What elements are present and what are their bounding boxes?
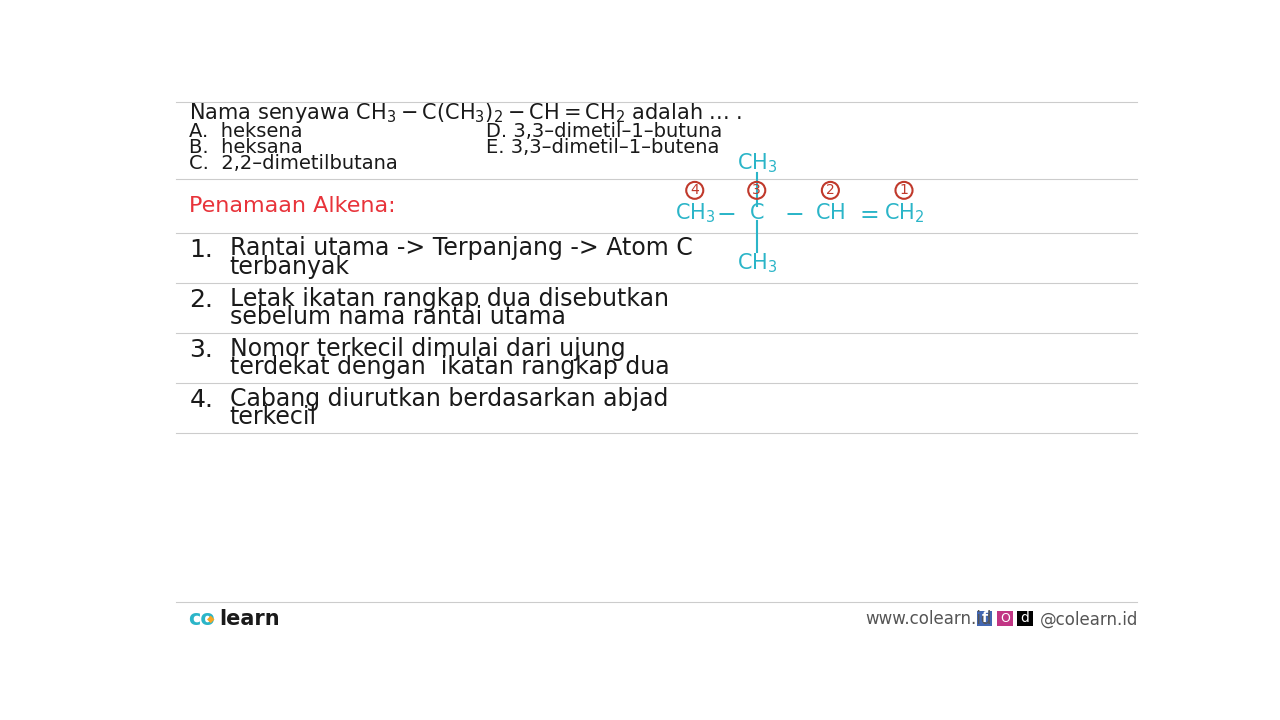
Text: 1.: 1. [189, 238, 214, 262]
Text: E. 3,3–dimetil–1–butena: E. 3,3–dimetil–1–butena [485, 138, 719, 157]
Text: C.  2,2–dimetilbutana: C. 2,2–dimetilbutana [189, 154, 398, 173]
Text: $\mathrm{CH_3}$: $\mathrm{CH_3}$ [736, 152, 777, 175]
Text: $\mathrm{C}$: $\mathrm{C}$ [749, 204, 764, 223]
Text: co: co [188, 609, 215, 629]
Text: Cabang diurutkan berdasarkan abjad: Cabang diurutkan berdasarkan abjad [229, 387, 668, 410]
Text: f: f [982, 611, 988, 626]
Text: $\mathrm{CH_3}$: $\mathrm{CH_3}$ [736, 252, 777, 275]
Text: Nomor terkecil dimulai dari ujung: Nomor terkecil dimulai dari ujung [229, 336, 626, 361]
Text: A.  heksena: A. heksena [189, 122, 303, 141]
Text: terkecil: terkecil [229, 405, 317, 429]
FancyBboxPatch shape [977, 611, 992, 626]
Text: ◆: ◆ [206, 614, 214, 624]
Text: 2.: 2. [189, 288, 214, 312]
Text: www.colearn.id: www.colearn.id [865, 611, 992, 629]
Text: Rantai utama -> Terpanjang -> Atom C: Rantai utama -> Terpanjang -> Atom C [229, 236, 692, 261]
Text: $\mathrm{CH_2}$: $\mathrm{CH_2}$ [883, 202, 924, 225]
Text: $\mathrm{CH_3}$: $\mathrm{CH_3}$ [675, 202, 716, 225]
Text: O: O [1000, 612, 1010, 625]
Text: d: d [1020, 611, 1029, 626]
Text: $-$: $-$ [716, 202, 736, 225]
Text: @colearn.id: @colearn.id [1039, 611, 1138, 629]
Text: 1: 1 [900, 184, 909, 197]
FancyBboxPatch shape [1018, 611, 1033, 626]
Text: terdekat dengan  ikatan rangkap dua: terdekat dengan ikatan rangkap dua [229, 355, 669, 379]
Text: Penamaan Alkena:: Penamaan Alkena: [189, 196, 396, 216]
Text: learn: learn [219, 609, 279, 629]
Text: Letak ikatan rangkap dua disebutkan: Letak ikatan rangkap dua disebutkan [229, 287, 668, 310]
Text: sebelum nama rantai utama: sebelum nama rantai utama [229, 305, 566, 329]
Text: 3: 3 [753, 184, 762, 197]
Text: 4.: 4. [189, 388, 214, 412]
Text: 4: 4 [690, 184, 699, 197]
Text: 3.: 3. [189, 338, 214, 362]
Text: $=$: $=$ [855, 202, 879, 225]
Text: D. 3,3–dimetil–1–butuna: D. 3,3–dimetil–1–butuna [485, 122, 722, 141]
Text: 2: 2 [826, 184, 835, 197]
Text: $\mathrm{CH}$: $\mathrm{CH}$ [815, 204, 846, 223]
Text: B.  heksana: B. heksana [189, 138, 303, 157]
Text: terbanyak: terbanyak [229, 255, 349, 279]
Text: Nama senyawa $\mathrm{CH_3} - \mathrm{C(CH_3)_2} - \mathrm{CH = CH_2}$ adalah ..: Nama senyawa $\mathrm{CH_3} - \mathrm{C(… [189, 102, 742, 125]
Text: $-$: $-$ [783, 202, 804, 225]
FancyBboxPatch shape [997, 611, 1012, 626]
